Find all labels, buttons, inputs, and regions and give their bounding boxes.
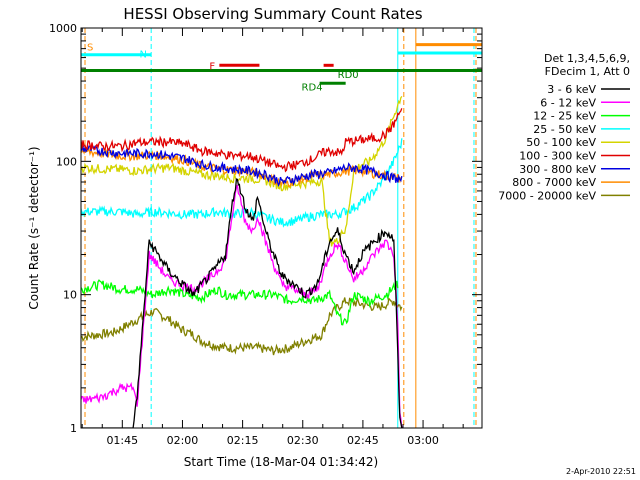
x-tick-label: 02:00 xyxy=(167,434,199,447)
x-tick-label: 03:00 xyxy=(407,434,439,447)
legend-label-3-6-kev: 3 - 6 keV xyxy=(547,83,596,96)
series-line-50-100-kev xyxy=(81,95,403,247)
legend-label-800-7000-kev: 800 - 7000 keV xyxy=(512,176,596,189)
footer-date: 2-Apr-2010 22:51 xyxy=(566,467,636,476)
series-line-3-6-kev xyxy=(81,178,403,428)
x-axis-label: Start Time (18-Mar-04 01:34:42) xyxy=(184,455,378,469)
chart-title: HESSI Observing Summary Count Rates xyxy=(123,5,422,23)
plot-frame xyxy=(80,27,483,429)
y-tick-label: 1000 xyxy=(49,22,77,35)
legend-label-300-800-kev: 300 - 800 keV xyxy=(519,163,596,176)
series-line-100-300-kev xyxy=(81,108,403,173)
x-tick-label: 02:45 xyxy=(347,434,379,447)
series-line-300-800-kev xyxy=(81,144,403,188)
x-tick-label: 02:30 xyxy=(287,434,319,447)
series-line-6-12-kev xyxy=(81,184,403,428)
annotation-label-f: F xyxy=(209,61,215,72)
legend-label-100-300-kev: 100 - 300 keV xyxy=(519,150,596,163)
y-axis: 1 10 100 1000 xyxy=(49,22,482,435)
y-tick-label: 10 xyxy=(63,289,77,302)
series-line-7000-20000-kev xyxy=(81,297,403,356)
plot-area: S N F RD0 RD4 xyxy=(81,28,482,428)
series-line-800-7000-kev xyxy=(81,145,403,188)
legend: Det 1,3,4,5,6,9,FDecim 1, Att 0 3 - 6 keV… xyxy=(498,52,630,202)
legend-label-25-50-kev: 25 - 50 keV xyxy=(533,123,596,136)
annotation-label-rd0: RD0 xyxy=(338,70,359,81)
legend-label-6-12-kev: 6 - 12 keV xyxy=(540,96,596,109)
legend-label-50-100-kev: 50 - 100 keV xyxy=(526,136,596,149)
series-line-25-50-kev xyxy=(81,138,403,228)
x-axis: 01:45 02:00 02:15 02:30 02:45 03:00 xyxy=(81,28,464,447)
y-tick-label: 1 xyxy=(70,422,77,435)
legend-header: Det 1,3,4,5,6,9, xyxy=(544,52,630,65)
legend-label-7000-20000-kev: 7000 - 20000 keV xyxy=(498,189,596,202)
annotation-label-s: S xyxy=(87,42,93,53)
series-line-12-25-kev xyxy=(81,279,399,326)
x-tick-label: 02:15 xyxy=(227,434,259,447)
annotation-label-rd4: RD4 xyxy=(302,82,323,93)
y-axis-label: Count Rate (s⁻¹ detector⁻¹) xyxy=(27,146,41,309)
legend-header: FDecim 1, Att 0 xyxy=(545,65,630,78)
x-tick-label: 01:45 xyxy=(106,434,138,447)
legend-label-12-25-kev: 12 - 25 keV xyxy=(533,110,596,123)
annotation-label-n: N xyxy=(140,50,147,61)
y-tick-label: 100 xyxy=(56,155,77,168)
